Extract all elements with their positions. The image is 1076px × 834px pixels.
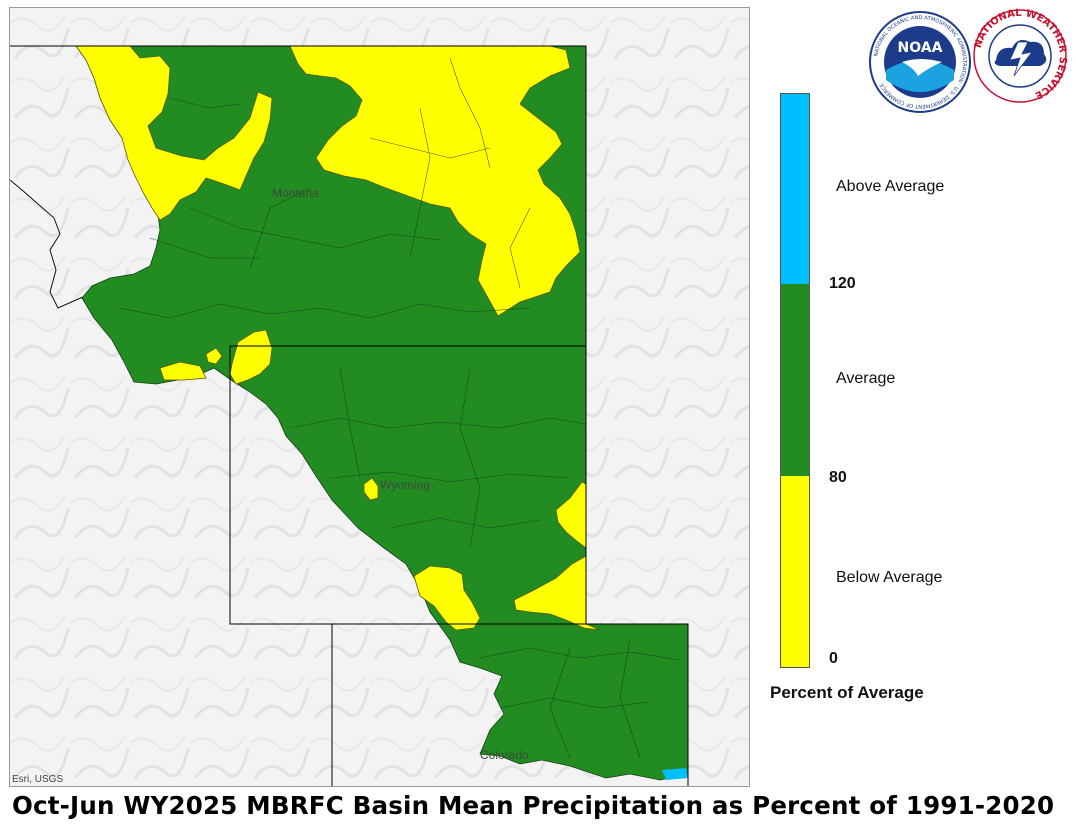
legend-break-0: 0 (829, 650, 838, 667)
state-boundaries (10, 45, 689, 786)
state-label-montana: Montana (272, 186, 319, 200)
noaa-center-text: NOAA (898, 40, 943, 56)
colorado-boundary (331, 623, 689, 786)
legend-swatch-average (781, 284, 809, 476)
basin-region-below-nw (75, 45, 273, 221)
legend-label-above: Above Average (836, 178, 945, 195)
legend-swatch-below (781, 476, 809, 667)
basin-region-below-ne (289, 45, 581, 317)
idaho-border (10, 179, 91, 309)
map-attribution: Esri, USGS (12, 774, 64, 785)
basin-region-below-wy-center (363, 477, 379, 501)
basin-region-below-wy-sw (413, 565, 481, 631)
montana-boundary (10, 45, 587, 346)
basin-region-below-wy-se (513, 555, 601, 631)
noaa-logo-icon: NOAA NATIONAL OCEANIC AND ATMOSPHERIC AD… (868, 10, 972, 118)
basin-region-below-borderw2 (159, 361, 207, 381)
state-label-colorado: Colorado (480, 748, 529, 762)
legend-title: Percent of Average (770, 683, 924, 702)
legend-label-average: Average (836, 370, 896, 387)
state-label-wyoming: Wyoming (380, 478, 430, 492)
basin-region-below-dot (205, 347, 223, 365)
legend-color-bar (780, 93, 810, 668)
map-panel[interactable]: Montana Wyoming Colorado Esri, USGS (9, 7, 750, 787)
legend-break-120: 120 (829, 275, 856, 292)
legend-swatch-above (781, 94, 809, 284)
nws-logo-icon: NATIONAL WEATHER SERVICE (972, 8, 1068, 108)
map-title: Oct-Jun WY2025 MBRFC Basin Mean Precipit… (12, 791, 1055, 820)
legend-break-80: 80 (829, 469, 847, 486)
legend-label-below: Below Average (836, 569, 943, 586)
sub-basin-boundaries (119, 57, 681, 759)
basin-region-below-borderw (229, 329, 273, 385)
basin-region-above (662, 768, 688, 780)
map-canvas (10, 8, 749, 786)
